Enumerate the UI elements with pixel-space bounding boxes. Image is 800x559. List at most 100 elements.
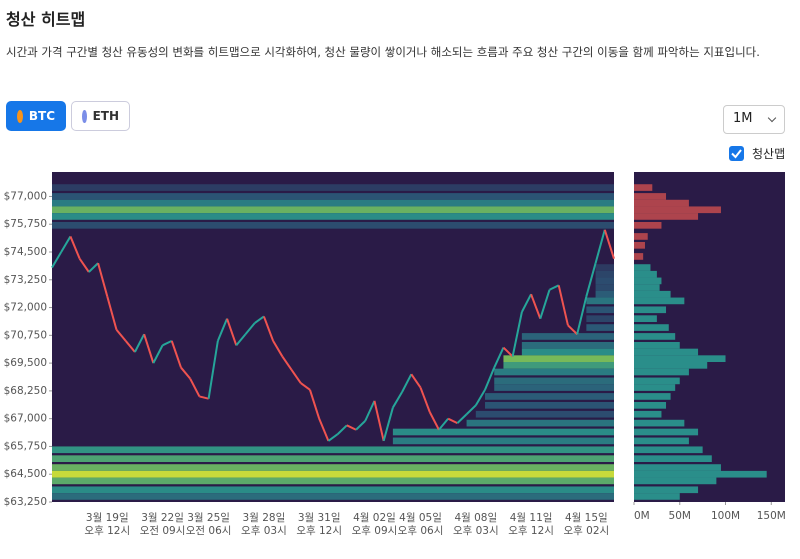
y-tick-label: $63,250 [4, 496, 47, 508]
y-tick-label: $69,500 [4, 357, 47, 369]
asset-button[interactable]: BTC [6, 101, 66, 131]
profile-bar [634, 233, 648, 240]
price-segment [309, 389, 321, 419]
x-tick-label: 3월 22일 오전 09시 [139, 512, 186, 537]
price-segment [456, 413, 468, 424]
profile-bar [634, 377, 680, 385]
price-segment [189, 378, 201, 397]
heat-band [52, 213, 614, 220]
price-segment [603, 229, 615, 259]
profile-bar [634, 470, 767, 478]
price-segment [207, 340, 219, 399]
y-tick-label: $65,750 [4, 440, 47, 452]
price-segment [262, 316, 275, 342]
toggle[interactable]: 청산맵 [729, 145, 785, 162]
profile-bar [634, 446, 703, 454]
profile-bar [634, 402, 667, 409]
price-segment [327, 433, 339, 442]
heat-band [494, 384, 614, 391]
profile-bar [634, 437, 689, 445]
y-tick-label: $64,500 [4, 468, 47, 480]
asset-label: ETH [92, 109, 119, 123]
price-segment [401, 373, 413, 393]
price-segment [410, 373, 422, 389]
profile-bar [634, 348, 699, 356]
heat-band [586, 297, 614, 305]
price-segment [511, 311, 523, 357]
heat-band [52, 486, 614, 494]
price-segment [216, 318, 228, 342]
price-segment [88, 262, 99, 273]
heat-band [521, 348, 614, 356]
price-segment [502, 346, 514, 358]
price-segment [152, 344, 164, 364]
profile-bar [634, 393, 671, 400]
heat-band [503, 355, 614, 362]
profile-bar [634, 342, 680, 349]
profile-bar [634, 297, 685, 305]
price-segment [465, 404, 477, 415]
price-segment [567, 324, 578, 335]
heat-band [52, 464, 614, 471]
profile-bar [634, 206, 721, 214]
asset-button[interactable]: ETH [71, 101, 130, 131]
price-segment [428, 411, 440, 431]
price-segment [392, 391, 403, 409]
x-tick-label: 0M [634, 510, 650, 522]
x-tick-label: 4월 11일 오후 12시 [508, 512, 554, 537]
profile-bar [634, 242, 645, 249]
heat-band [475, 410, 614, 418]
profile-bar [634, 477, 717, 485]
x-tick-label: 4월 05일 오후 06시 [397, 512, 444, 537]
heat-band [595, 284, 614, 291]
heat-band [52, 184, 614, 191]
heat-band [494, 377, 614, 385]
price-segment [447, 417, 458, 425]
price-segment [97, 262, 109, 297]
profile-bar [634, 264, 651, 271]
heat-band [52, 199, 614, 207]
description: 시간과 가격 구간별 청산 유동성의 변화를 히트맵으로 시각화하여, 청산 물… [6, 45, 760, 59]
profile-bar [634, 253, 644, 260]
heat-band [521, 333, 614, 340]
price-segment [254, 315, 265, 324]
price-segment [530, 293, 542, 320]
title: 청산 히트맵 [6, 10, 86, 29]
price-segment [134, 333, 146, 353]
price-segment [199, 395, 209, 400]
price-segment [355, 420, 366, 431]
price-segment [170, 340, 182, 368]
y-tick-label: $74,500 [4, 246, 47, 258]
heat-band [52, 206, 614, 214]
heat-band [466, 419, 614, 427]
y-tick-label: $68,250 [4, 385, 47, 397]
price-segment [484, 367, 496, 391]
profile-bar [634, 306, 667, 314]
price-segment [60, 235, 72, 253]
heat-band [586, 315, 614, 322]
heat-band [52, 470, 614, 478]
range-select[interactable]: 1M [723, 105, 785, 134]
y-tick-label: $73,250 [4, 274, 47, 286]
y-tick-label: $72,000 [4, 302, 47, 314]
price-segment [373, 400, 385, 442]
heat-band [485, 402, 614, 409]
price-segment [51, 251, 63, 269]
price-segment [143, 333, 155, 364]
checkbox[interactable] [729, 146, 744, 161]
heat-band [392, 428, 614, 436]
check-mark [731, 149, 742, 159]
price-segment [115, 329, 127, 342]
range-value: 1M [733, 111, 753, 126]
price-segment [272, 340, 284, 357]
price-segment [557, 285, 569, 326]
price-segment [364, 400, 376, 422]
price-segment [346, 424, 357, 431]
x-tick-label: 150M [757, 510, 786, 522]
profile-bar [634, 270, 657, 278]
price-segment [549, 284, 560, 291]
heat-band [595, 270, 614, 278]
heat-band [52, 446, 614, 454]
